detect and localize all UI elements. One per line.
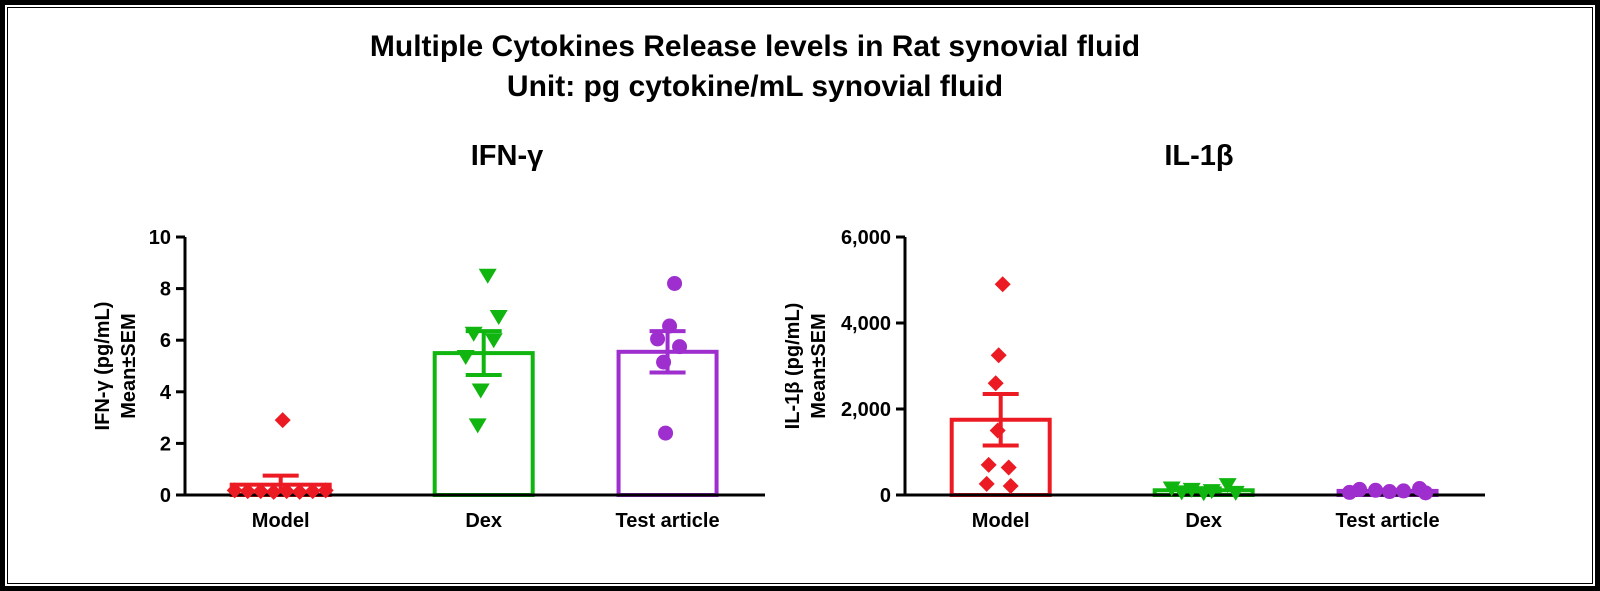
category-label: Test article	[1335, 510, 1439, 532]
y-tick-label: 0	[880, 485, 891, 507]
data-point-triangle	[478, 268, 497, 284]
y-tick-label: 6	[160, 330, 171, 352]
data-point-circle	[650, 331, 666, 347]
y-axis-label: Mean±SEM	[808, 313, 830, 418]
y-tick-label: 0	[160, 485, 171, 507]
figure-title-line1: Multiple Cytokines Release levels in Rat…	[369, 30, 1141, 63]
data-point-triangle	[489, 309, 508, 325]
y-tick-label: 10	[149, 227, 171, 249]
y-axis-label: Mean±SEM	[118, 313, 140, 418]
data-point-triangle	[1162, 481, 1181, 497]
data-point-diamond	[980, 456, 997, 473]
data-point-triangle	[1226, 485, 1245, 501]
data-point-triangle	[464, 326, 483, 342]
y-tick-label: 4	[160, 382, 172, 404]
data-point-diamond	[1002, 477, 1019, 494]
data-point-diamond	[1000, 459, 1017, 476]
figure-title: Multiple Cytokines Release levels in Rat…	[5, 27, 1505, 107]
y-tick-label: 8	[160, 279, 171, 301]
data-point-diamond	[304, 483, 321, 500]
data-point-diamond	[978, 475, 995, 492]
y-axis-label: IFN-γ (pg/mL)	[92, 302, 114, 431]
data-point-diamond	[987, 375, 1004, 392]
data-point-circle	[1342, 484, 1358, 500]
y-tick-label: 6,000	[841, 227, 891, 249]
category-label: Model	[972, 510, 1030, 532]
data-point-diamond	[252, 483, 269, 500]
data-point-triangle	[456, 349, 475, 365]
ifn-gamma-chart: IFN-γ IFN-γ (pg/mL) Mean±SEM 0 2 4 6 8 10 Model De…	[92, 140, 765, 532]
y-axis-label: IL-1β (pg/mL)	[785, 303, 804, 430]
data-point-diamond	[226, 482, 243, 499]
data-point-circle	[658, 425, 674, 441]
data-point-diamond	[239, 483, 256, 500]
data-point-circle	[672, 339, 688, 355]
data-point-circle	[656, 354, 672, 370]
data-point-triangle	[1172, 485, 1191, 501]
data-point-diamond	[278, 483, 295, 500]
data-point-triangle	[484, 333, 503, 349]
chart-title: IFN-γ	[471, 140, 544, 172]
data-point-circle	[667, 275, 683, 291]
data-point-diamond	[291, 483, 308, 500]
data-point-diamond	[317, 482, 334, 499]
data-point-diamond	[990, 347, 1007, 364]
data-point-diamond	[274, 412, 291, 429]
category-label: Model	[252, 510, 310, 532]
y-tick-label: 2,000	[841, 399, 891, 421]
y-tick-label: 4,000	[841, 313, 891, 335]
chart-title: IL-1β	[1164, 140, 1233, 172]
data-point-circle	[1418, 485, 1434, 501]
data-point-triangle	[1218, 478, 1237, 494]
data-point-diamond	[994, 276, 1011, 293]
data-point-circle	[1396, 483, 1412, 499]
data-point-triangle	[468, 418, 487, 434]
data-point-triangle	[471, 383, 490, 399]
category-label: Dex	[465, 510, 502, 532]
data-point-triangle	[1194, 486, 1213, 502]
data-point-diamond	[989, 422, 1006, 439]
data-point-diamond	[265, 483, 282, 500]
data-point-circle	[1382, 484, 1398, 500]
data-point-circle	[662, 318, 678, 334]
y-tick-label: 2	[160, 433, 171, 455]
figure-title-line2: Unit: pg cytokine/mL synovial fluid	[506, 70, 1004, 103]
data-point-circle	[1368, 482, 1384, 498]
il-1beta-chart: IL-1β IL-1β (pg/mL) Mean±SEM 0 2,000 4,000 6,0…	[785, 140, 1485, 532]
category-label: Dex	[1185, 510, 1222, 532]
category-label: Test article	[615, 510, 719, 532]
